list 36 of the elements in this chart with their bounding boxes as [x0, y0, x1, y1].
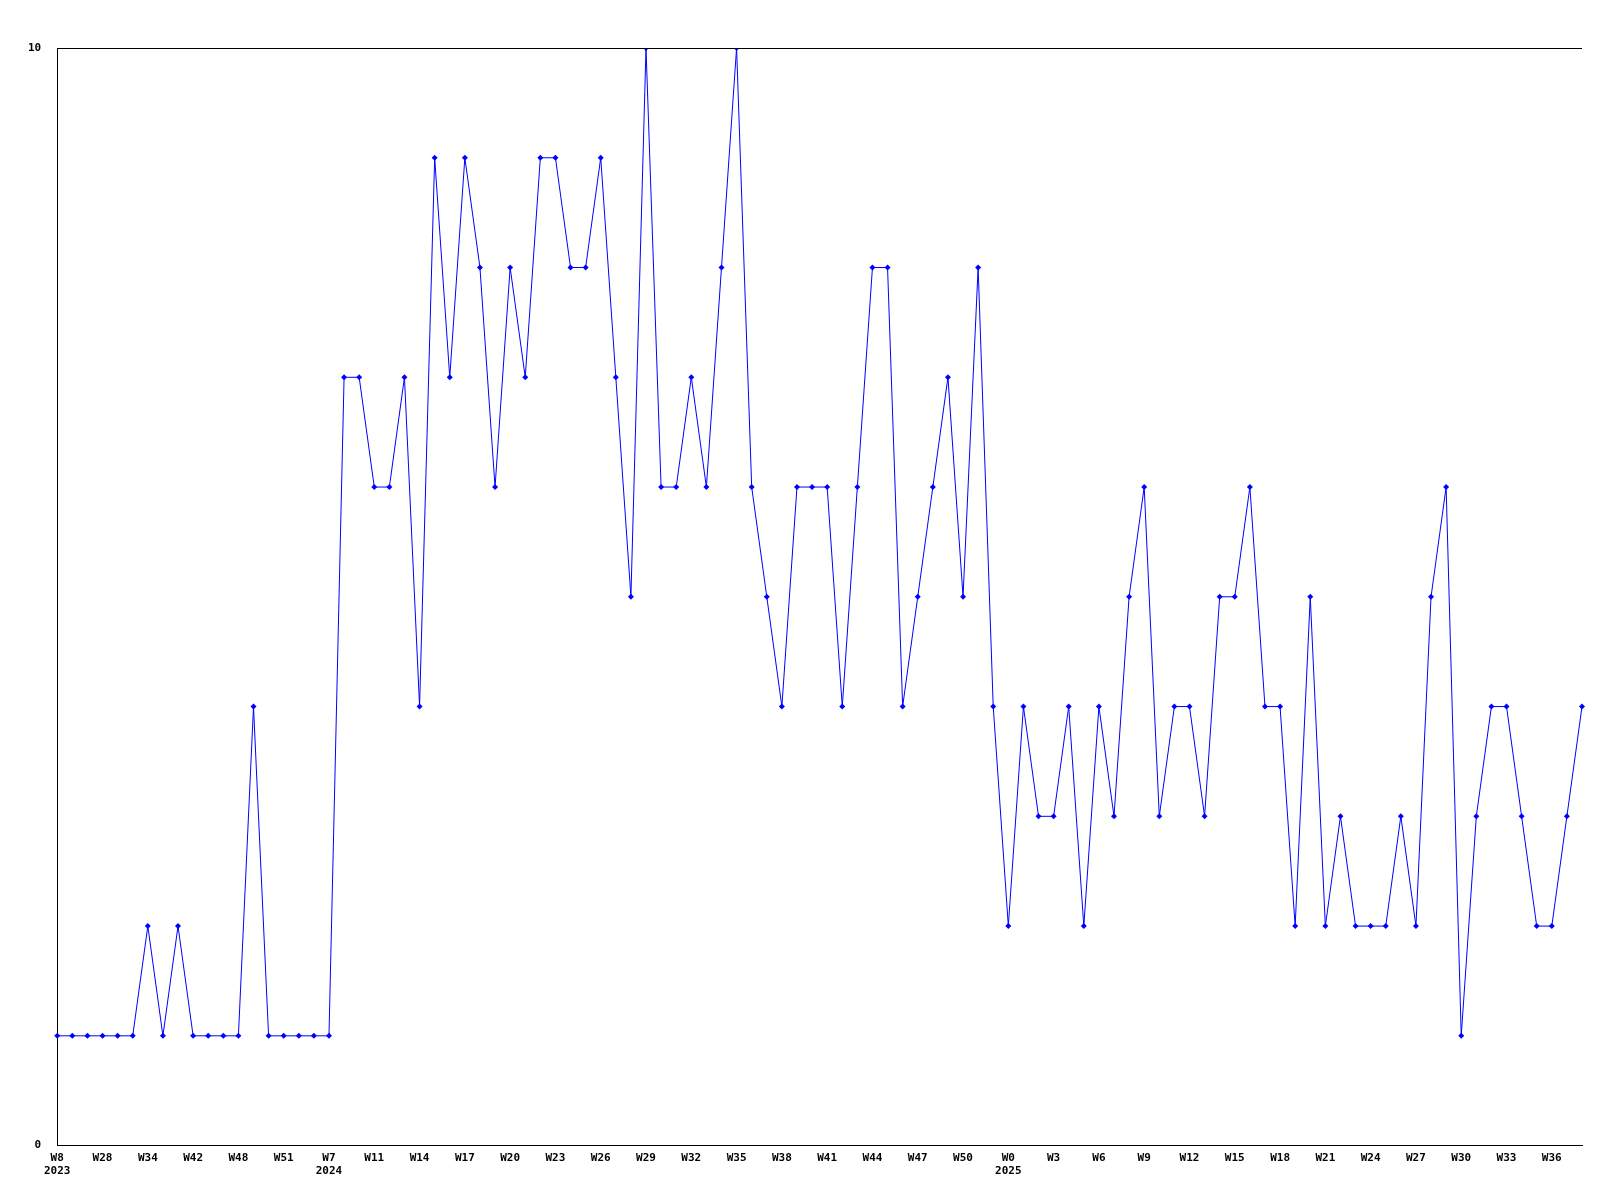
x-tick-label: W8 2023 [44, 1151, 71, 1178]
y-tick-label: 10 [28, 40, 42, 54]
x-tick-label: W41 [817, 1151, 838, 1165]
x-tick-label: W28 [92, 1151, 113, 1165]
x-tick-label: W14 [409, 1151, 430, 1165]
x-tick-label: W12 [1179, 1151, 1200, 1165]
x-tick-label: W33 [1496, 1151, 1517, 1165]
x-tick-label: W21 [1315, 1151, 1336, 1165]
x-tick-label: W44 [862, 1151, 883, 1165]
x-tick-label: W36 [1541, 1151, 1563, 1165]
x-tick-label: W9 [1137, 1151, 1151, 1165]
x-tick-label: W47 [907, 1151, 928, 1165]
x-tick-label: W27 [1406, 1151, 1426, 1165]
x-tick-label: W35 [726, 1151, 747, 1165]
x-tick-label: W6 [1092, 1151, 1106, 1165]
x-tick-label: W34 [137, 1151, 159, 1165]
x-tick-label: W15 [1224, 1151, 1245, 1165]
x-tick-label: W42 [183, 1151, 204, 1165]
x-tick-label: W50 [953, 1151, 973, 1165]
x-tick-label: W32 [681, 1151, 702, 1165]
x-tick-label: W51 [273, 1151, 294, 1165]
x-tick-label: W11 [364, 1151, 385, 1165]
x-tick-label: W29 [636, 1151, 656, 1165]
x-tick-label: W20 [500, 1151, 521, 1165]
x-tick-label: W48 [228, 1151, 249, 1165]
x-tick-label: W7 2024 [315, 1151, 343, 1178]
x-tick-label: W30 [1451, 1151, 1472, 1165]
y-tick-label: 0 [34, 1138, 42, 1152]
x-tick-label: W18 [1270, 1151, 1291, 1165]
x-tick-label: W17 [454, 1151, 475, 1165]
x-tick-label: W0 2025 [995, 1151, 1022, 1178]
x-tick-label: W38 [771, 1151, 792, 1165]
x-tick-label: W24 [1360, 1151, 1381, 1165]
x-tick-label: W3 [1046, 1151, 1061, 1165]
x-tick-label: W26 [590, 1151, 612, 1165]
x-tick-label: W23 [545, 1151, 566, 1165]
